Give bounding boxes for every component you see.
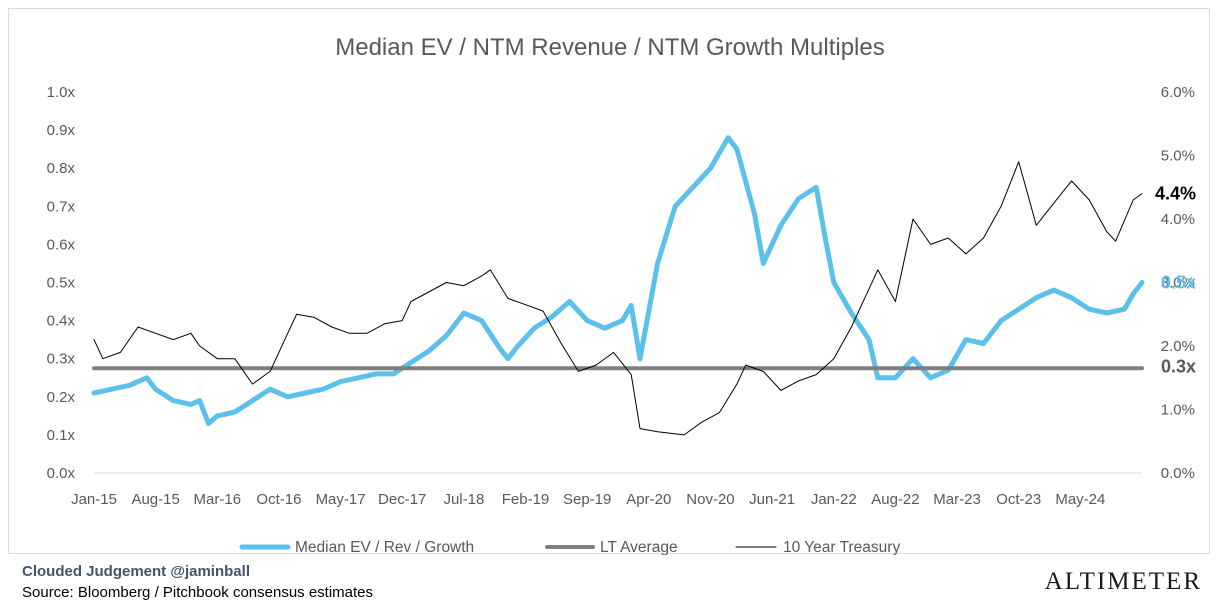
series-group	[91, 135, 1145, 436]
series-median-ev-rev-growth	[91, 135, 1145, 426]
x-tick-label: Jan-15	[71, 491, 117, 508]
x-tick-label: May-17	[316, 491, 366, 508]
legend: Median EV / Rev / Growth LT Average 10 Yea…	[239, 539, 900, 555]
brand-logo: ALTIMETER	[1044, 568, 1202, 595]
left-tick-label: 0.3x	[47, 351, 76, 368]
chart: Median EV / NTM Revenue / NTM Growth Mul…	[47, 34, 1196, 555]
x-tick-label: May-24	[1055, 491, 1105, 508]
credit-text: Clouded Judgement @jaminball	[22, 563, 250, 580]
end-labels: 4.4% 0.5x 0.3x	[1155, 184, 1196, 377]
end-label-treasury: 4.4%	[1155, 184, 1196, 204]
legend-label: Median EV / Rev / Growth	[295, 539, 474, 555]
source-text: Source: Bloomberg / Pitchbook consensus …	[22, 584, 374, 601]
x-tick-label: Jul-18	[443, 491, 484, 508]
x-tick-label: Dec-17	[378, 491, 426, 508]
left-tick-label: 0.1x	[47, 427, 76, 444]
left-tick-label: 0.4x	[47, 313, 76, 330]
right-tick-label: 5.0%	[1161, 148, 1195, 165]
x-tick-label: Mar-23	[933, 491, 981, 508]
x-tick-label: Aug-22	[871, 491, 919, 508]
left-tick-label: 0.0x	[47, 465, 76, 482]
end-label-lt-average: 0.3x	[1161, 356, 1196, 376]
legend-label: LT Average	[600, 539, 678, 555]
right-tick-label: 1.0%	[1161, 402, 1195, 419]
right-tick-label: 3.0%	[1161, 275, 1195, 292]
x-tick-label: Apr-20	[626, 491, 671, 508]
chart-title: Median EV / NTM Revenue / NTM Growth Mul…	[335, 34, 885, 61]
x-tick-label: Feb-19	[502, 491, 550, 508]
left-tick-label: 0.7x	[47, 198, 76, 215]
left-tick-label: 0.6x	[47, 236, 76, 253]
legend-label: 10 Year Treasury	[783, 539, 900, 555]
legend-10-year-treasury: 10 Year Treasury	[735, 539, 900, 555]
x-tick-label: Aug-15	[131, 491, 179, 508]
left-axis-ticks: 0.0x 0.1x 0.2x 0.3x 0.4x 0.5x 0.6x 0.7x 0.8x 0.9x…	[47, 84, 76, 482]
x-tick-label: Mar-16	[194, 491, 242, 508]
right-tick-label: 0.0%	[1161, 465, 1195, 482]
left-tick-label: 0.8x	[47, 160, 76, 177]
chart-frame: Median EV / NTM Revenue / NTM Growth Mul…	[8, 8, 1210, 555]
left-tick-label: 0.9x	[47, 122, 76, 139]
right-tick-label: 4.0%	[1161, 211, 1195, 228]
right-axis-ticks: 0.0% 1.0% 2.0% 3.0% 4.0% 5.0% 6.0%	[1161, 84, 1195, 482]
x-tick-label: Jan-22	[811, 491, 857, 508]
x-tick-label: Oct-16	[256, 491, 301, 508]
x-tick-label: Nov-20	[686, 491, 734, 508]
left-tick-label: 0.2x	[47, 389, 76, 406]
right-tick-label: 2.0%	[1161, 338, 1195, 355]
legend-median-ev-rev-growth: Median EV / Rev / Growth	[239, 539, 474, 555]
x-axis-ticks: Jan-15 Aug-15 Mar-16 Oct-16 May-17 Dec-17 Jul-…	[71, 491, 1105, 508]
series-10-year-treasury	[93, 161, 1143, 436]
left-tick-label: 0.5x	[47, 275, 76, 292]
left-tick-label: 1.0x	[47, 84, 76, 101]
right-tick-label: 6.0%	[1161, 84, 1195, 101]
legend-lt-average: LT Average	[545, 539, 678, 555]
x-tick-label: Sep-19	[563, 491, 611, 508]
x-tick-label: Oct-23	[996, 491, 1041, 508]
end-label-multiple: 0.5x	[1161, 273, 1196, 293]
x-tick-label: Jun-21	[749, 491, 795, 508]
